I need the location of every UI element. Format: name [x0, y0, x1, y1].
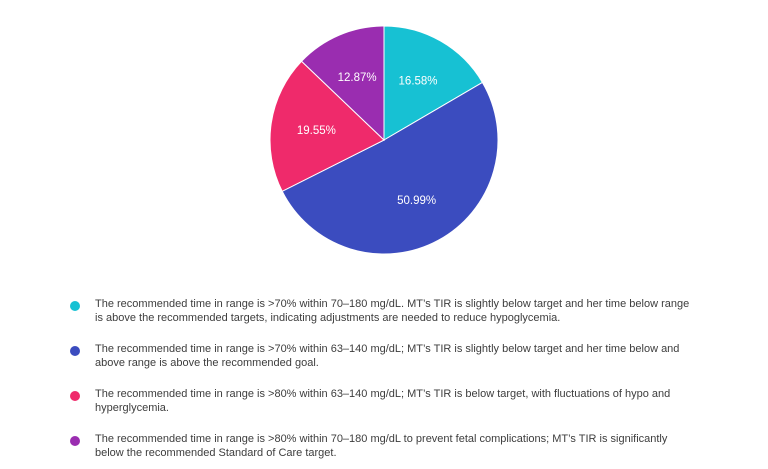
pie-slice[interactable] [269, 60, 385, 192]
pie-chart-svg: 16.58% 50.99% 19.55% 12.87% [269, 25, 499, 255]
legend-item[interactable]: The recommended time in range is >70% wi… [70, 342, 710, 387]
pie-slice[interactable] [281, 81, 499, 255]
slice-value-label: 50.99% [397, 195, 436, 207]
legend-marker [70, 436, 80, 446]
legend-item[interactable]: The recommended time in range is >70% wi… [70, 297, 710, 342]
legend-label: The recommended time in range is >80% wi… [95, 433, 668, 459]
legend-item[interactable]: The recommended time in range is >80% wi… [70, 387, 710, 432]
slice-value-label: 12.87% [338, 72, 377, 84]
pie-slice[interactable] [383, 25, 484, 141]
legend-item[interactable]: The recommended time in range is >80% wi… [70, 432, 710, 469]
legend-marker [70, 346, 80, 356]
pie-chart: 16.58% 50.99% 19.55% 12.87% [269, 25, 499, 255]
legend-marker [70, 391, 80, 401]
slice-value-label: 19.55% [297, 125, 336, 137]
pie-slices [269, 25, 499, 255]
legend-label: The recommended time in range is >70% wi… [95, 298, 690, 324]
legend-label: The recommended time in range is >70% wi… [95, 343, 680, 369]
legend: The recommended time in range is >70% wi… [70, 297, 710, 469]
pie-labels: 16.58% 50.99% 19.55% 12.87% [297, 72, 438, 207]
legend-marker [70, 301, 80, 311]
slice-value-label: 16.58% [399, 76, 438, 88]
pie-slice[interactable] [300, 25, 385, 142]
legend-label: The recommended time in range is >80% wi… [95, 388, 671, 414]
